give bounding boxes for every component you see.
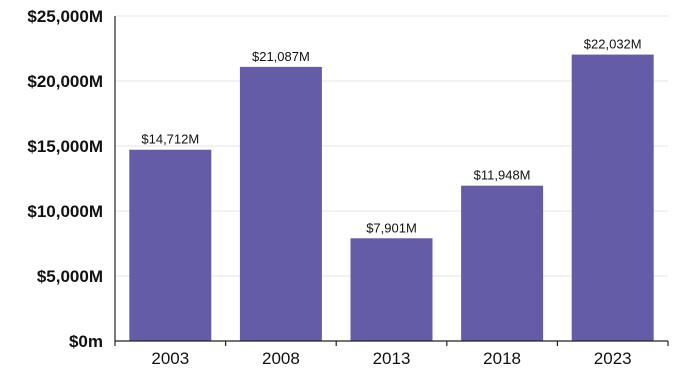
data-label: $7,901M xyxy=(366,220,417,235)
y-tick-label: $20,000M xyxy=(27,72,103,91)
y-tick-label: $15,000M xyxy=(27,137,103,156)
x-tick-label: 2018 xyxy=(483,349,521,368)
x-axis-ticks: 2003 2008 2013 2018 2023 xyxy=(114,341,669,368)
bar-2008 xyxy=(239,66,322,341)
x-tick-label: 2023 xyxy=(594,349,632,368)
bar-2023 xyxy=(571,54,654,342)
bars xyxy=(129,54,654,342)
data-label: $22,032M xyxy=(584,37,642,52)
y-tick-label: $25,000M xyxy=(27,7,103,26)
data-labels: $14,712M $21,087M $7,901M $11,948M $22,032M xyxy=(141,37,641,236)
data-label: $21,087M xyxy=(252,49,310,64)
data-label: $11,948M xyxy=(474,168,531,183)
data-label: $14,712M xyxy=(141,132,199,147)
x-tick-label: 2003 xyxy=(151,349,189,368)
bar-2003 xyxy=(129,149,212,341)
y-tick-label: $10,000M xyxy=(27,202,103,221)
y-axis-ticks: $0m $5,000M $10,000M $15,000M $20,000M $25,00… xyxy=(27,7,103,351)
x-tick-label: 2013 xyxy=(373,349,411,368)
y-tick-label: $5,000M xyxy=(37,267,103,286)
bar-2013 xyxy=(350,238,433,341)
y-tick-label: $0m xyxy=(69,332,103,351)
x-tick-label: 2008 xyxy=(262,349,300,368)
bar-2018 xyxy=(461,185,544,341)
